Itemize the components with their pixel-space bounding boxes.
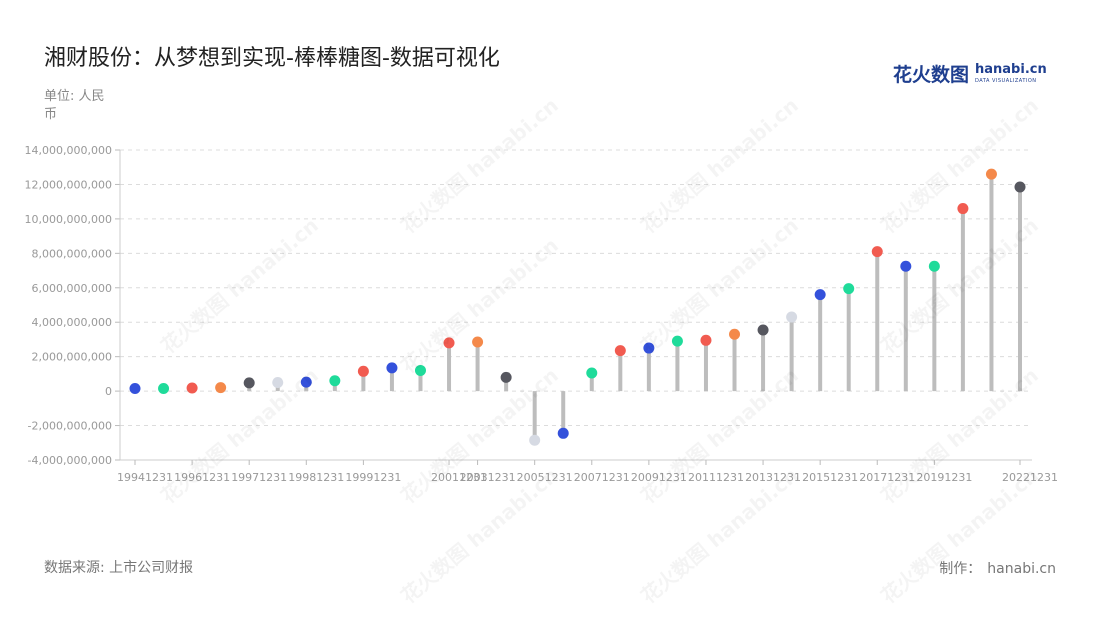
logo-cn: 花火数图: [893, 64, 970, 86]
lollipop-dot[interactable]: [215, 382, 227, 394]
lollipop-dots: [129, 168, 1026, 446]
lollipop-dot[interactable]: [700, 334, 712, 346]
lollipop-dot[interactable]: [243, 377, 255, 389]
lollipop-dot[interactable]: [329, 375, 341, 387]
lollipop-dot[interactable]: [729, 328, 741, 340]
lollipop-dot[interactable]: [614, 345, 626, 357]
lollipop-dot[interactable]: [957, 203, 969, 215]
x-tick-label: 19991231: [345, 471, 401, 484]
y-tick-label: -2,000,000,000: [28, 420, 112, 433]
lollipop-dot[interactable]: [158, 383, 170, 395]
y-tick-label: 10,000,000,000: [25, 213, 112, 226]
x-tick-label: 20091231: [631, 471, 687, 484]
x-tick-label: 20191231: [916, 471, 972, 484]
lollipop-dot[interactable]: [843, 283, 855, 295]
lollipop-dot[interactable]: [586, 367, 598, 379]
lollipop-dot[interactable]: [814, 289, 826, 301]
lollipop-dot[interactable]: [643, 342, 655, 354]
y-axis: 14,000,000,000 12,000,000,000 10,000,000,0…: [25, 144, 121, 467]
credit: 制作： hanabi.cn: [939, 558, 1062, 578]
lollipop-dot[interactable]: [186, 382, 198, 394]
credit-label: 制作：: [939, 561, 982, 577]
x-tick-label: 20131231: [745, 471, 801, 484]
lollipop-dot[interactable]: [871, 246, 883, 258]
x-tick-label: 19971231: [231, 471, 287, 484]
x-tick-label: 20031231: [460, 471, 516, 484]
x-tick-label: 20221231: [1002, 471, 1058, 484]
x-tick-label: 20071231: [574, 471, 630, 484]
logo-en: hanabi.cn: [975, 62, 1047, 77]
y-tick-label: 14,000,000,000: [25, 144, 112, 157]
y-tick-label: 4,000,000,000: [32, 316, 112, 329]
lollipop-dot[interactable]: [300, 376, 312, 388]
x-tick-label: 19981231: [288, 471, 344, 484]
lollipop-dot[interactable]: [472, 336, 484, 348]
lollipop-dot[interactable]: [386, 362, 398, 374]
lollipop-dot[interactable]: [928, 260, 940, 272]
x-tick-label: 20051231: [517, 471, 573, 484]
x-tick-label: 19961231: [174, 471, 230, 484]
y-tick-label: 8,000,000,000: [32, 247, 112, 260]
lollipop-dot[interactable]: [757, 324, 769, 336]
lollipop-dot[interactable]: [786, 311, 798, 323]
lollipop-dot[interactable]: [500, 371, 512, 383]
lollipop-dot[interactable]: [272, 377, 284, 388]
x-tick-label: 20011231: [431, 471, 487, 484]
unit-label: 单位: 人民币: [44, 89, 105, 122]
x-axis: 19941231 19961231 19971231 19981231 19991231…: [117, 459, 1058, 484]
y-tick-label: 6,000,000,000: [32, 282, 112, 295]
lollipop-stems: [133, 174, 1022, 441]
y-tick-label: 0: [105, 385, 112, 398]
lollipop-dot[interactable]: [129, 383, 141, 395]
grid-lines: [120, 149, 1032, 461]
lollipop-dot[interactable]: [1014, 181, 1026, 193]
lollipop-dot[interactable]: [985, 168, 997, 180]
lollipop-dot[interactable]: [357, 365, 369, 377]
lollipop-dot[interactable]: [414, 364, 426, 376]
x-tick-label: 20151231: [802, 471, 858, 484]
chart-title: 湘财股份：从梦想到实现-棒棒糖图-数据可视化: [44, 46, 500, 71]
x-tick-label: 20111231: [688, 471, 744, 484]
lollipop-dot[interactable]: [557, 427, 569, 439]
y-tick-label: 12,000,000,000: [25, 178, 112, 191]
brand-logo: 花火数图 hanabi.cn DATA VISUALIZATION: [893, 60, 1047, 86]
lollipop-dot[interactable]: [529, 434, 541, 446]
lollipop-dot[interactable]: [671, 335, 683, 347]
lollipop-dot[interactable]: [443, 337, 455, 349]
data-source: 数据来源: 上市公司财报: [44, 560, 194, 576]
credit-link[interactable]: hanabi.cn: [987, 561, 1056, 577]
y-tick-label: 2,000,000,000: [32, 351, 112, 364]
lollipop-dot[interactable]: [900, 260, 912, 272]
y-tick-label: -4,000,000,000: [28, 454, 112, 467]
logo-sub: DATA VISUALIZATION: [975, 78, 1037, 84]
x-tick-label: 19941231: [117, 471, 173, 484]
x-tick-label: 20171231: [859, 471, 915, 484]
